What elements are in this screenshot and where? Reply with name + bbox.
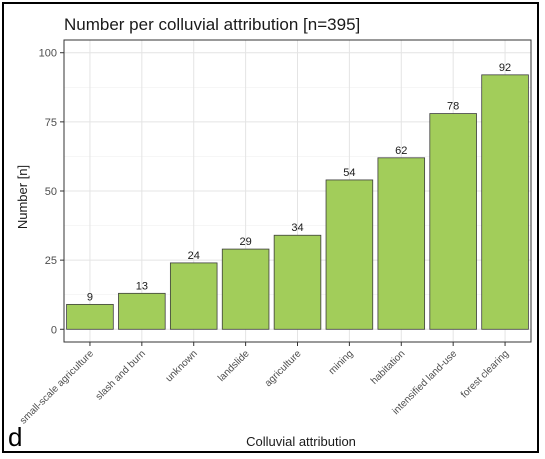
y-tick-label: 50 bbox=[45, 186, 57, 198]
x-tick-label: agriculture bbox=[263, 348, 304, 389]
y-tick-label: 100 bbox=[39, 48, 57, 60]
x-tick-label: landslide bbox=[216, 348, 252, 384]
y-tick-label: 25 bbox=[45, 255, 57, 267]
x-tick-label: habitation bbox=[369, 348, 407, 386]
bar-value-label: 29 bbox=[239, 236, 251, 248]
x-tick-label: unknown bbox=[164, 348, 200, 384]
x-tick-label: small-scale agriculture bbox=[18, 348, 96, 426]
x-axis-title: Colluvial attribution bbox=[246, 434, 356, 449]
y-tick-label: 75 bbox=[45, 117, 57, 129]
data-labels: 9 13 24 29 34 54 62 78 92 bbox=[87, 62, 511, 304]
y-axis-title: Number [n] bbox=[15, 165, 30, 229]
bar bbox=[325, 179, 374, 330]
bar-value-label: 9 bbox=[87, 291, 93, 303]
bar-value-label: 78 bbox=[447, 101, 459, 113]
bar-value-label: 92 bbox=[499, 62, 511, 74]
bar-value-label: 24 bbox=[188, 250, 200, 262]
chart-title: Number per colluvial attribution [n=395] bbox=[64, 15, 360, 34]
bar bbox=[429, 113, 477, 330]
bar bbox=[377, 157, 426, 330]
bar bbox=[273, 234, 322, 330]
x-tick-label: mining bbox=[327, 348, 356, 377]
bar bbox=[118, 292, 166, 330]
bar-value-label: 13 bbox=[136, 280, 148, 292]
panel-letter: d bbox=[8, 422, 23, 452]
bar bbox=[481, 74, 529, 330]
bar bbox=[169, 262, 218, 330]
bar bbox=[221, 248, 270, 330]
bar-value-label: 54 bbox=[343, 167, 355, 179]
bar-value-label: 34 bbox=[291, 222, 303, 234]
bar bbox=[66, 303, 114, 330]
x-tick-label: forest clearing bbox=[459, 348, 511, 400]
x-tick-label: slash and burn bbox=[94, 348, 148, 402]
y-axis: 0 25 50 75 100 bbox=[39, 48, 64, 336]
bar-value-label: 62 bbox=[395, 145, 407, 157]
bars bbox=[66, 74, 529, 330]
y-tick-label: 0 bbox=[51, 324, 57, 336]
